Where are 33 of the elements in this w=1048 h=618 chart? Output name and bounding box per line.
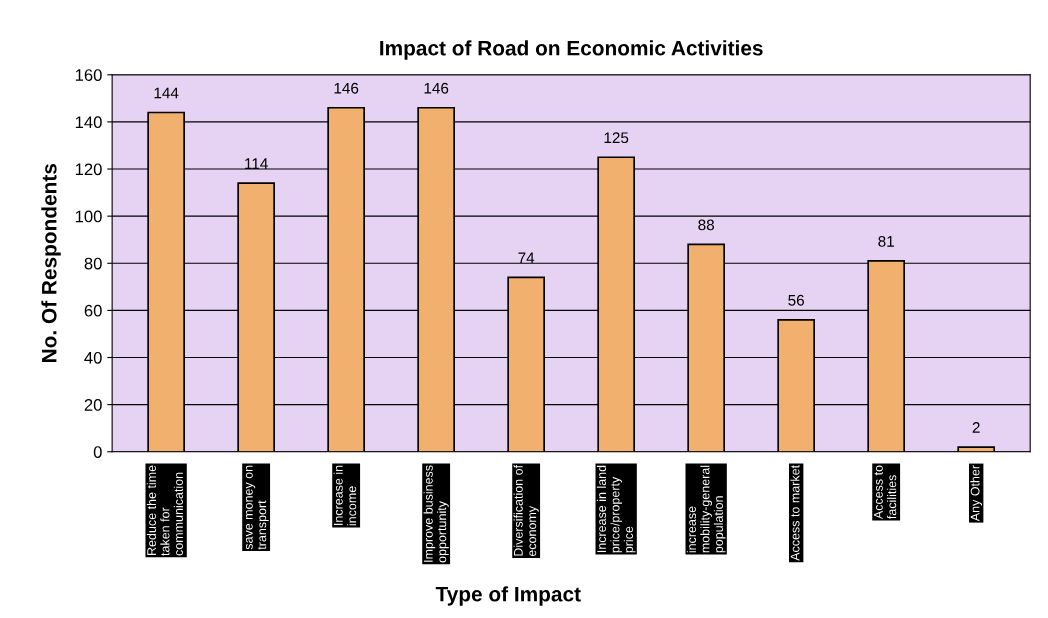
- y-tick-label: 160: [75, 69, 102, 81]
- y-axis-title: No. Of Respondents: [41, 164, 61, 362]
- data-label: 146: [334, 82, 359, 94]
- chart-title: Impact of Road on Economic Activities: [380, 40, 763, 60]
- x-tick-label: Improve business opportunity: [423, 465, 449, 563]
- y-tick-label: 20: [84, 399, 102, 411]
- x-tick-label: Access to facilities: [874, 465, 897, 520]
- data-label: 146: [424, 82, 449, 94]
- data-label: 125: [604, 132, 629, 144]
- x-tick-label: Increase in land price/property price: [596, 465, 636, 553]
- y-tick-label: 60: [84, 304, 102, 317]
- data-label: 2: [972, 422, 980, 433]
- x-axis-title: Type of Impact: [435, 586, 581, 606]
- data-label: 114: [245, 158, 268, 169]
- x-tick-label: Diversification of economy: [513, 464, 539, 557]
- x-tick-label: Reduce the time taken for communication: [146, 465, 183, 556]
- data-label: 144: [154, 87, 179, 99]
- x-tick-label: save money on transport: [245, 465, 269, 550]
- bar: [957, 446, 996, 452]
- data-label: 56: [788, 294, 804, 306]
- data-label: 74: [518, 252, 535, 264]
- x-tick-label: Any Other: [970, 465, 983, 522]
- y-tick-label: 40: [84, 351, 102, 364]
- y-tick-label: 140: [75, 116, 102, 129]
- x-tick-label: Increase in income: [333, 465, 357, 526]
- y-tick-label: 100: [75, 210, 102, 223]
- y-tick-label: 0: [93, 446, 102, 458]
- data-label: 88: [698, 219, 714, 231]
- y-tick-label: 80: [84, 257, 102, 270]
- x-tick-label: increase mobility-general population: [686, 465, 726, 553]
- data-label: 81: [878, 235, 894, 247]
- x-tick-label: Access to market: [790, 465, 800, 561]
- y-tick-label: 120: [75, 163, 102, 176]
